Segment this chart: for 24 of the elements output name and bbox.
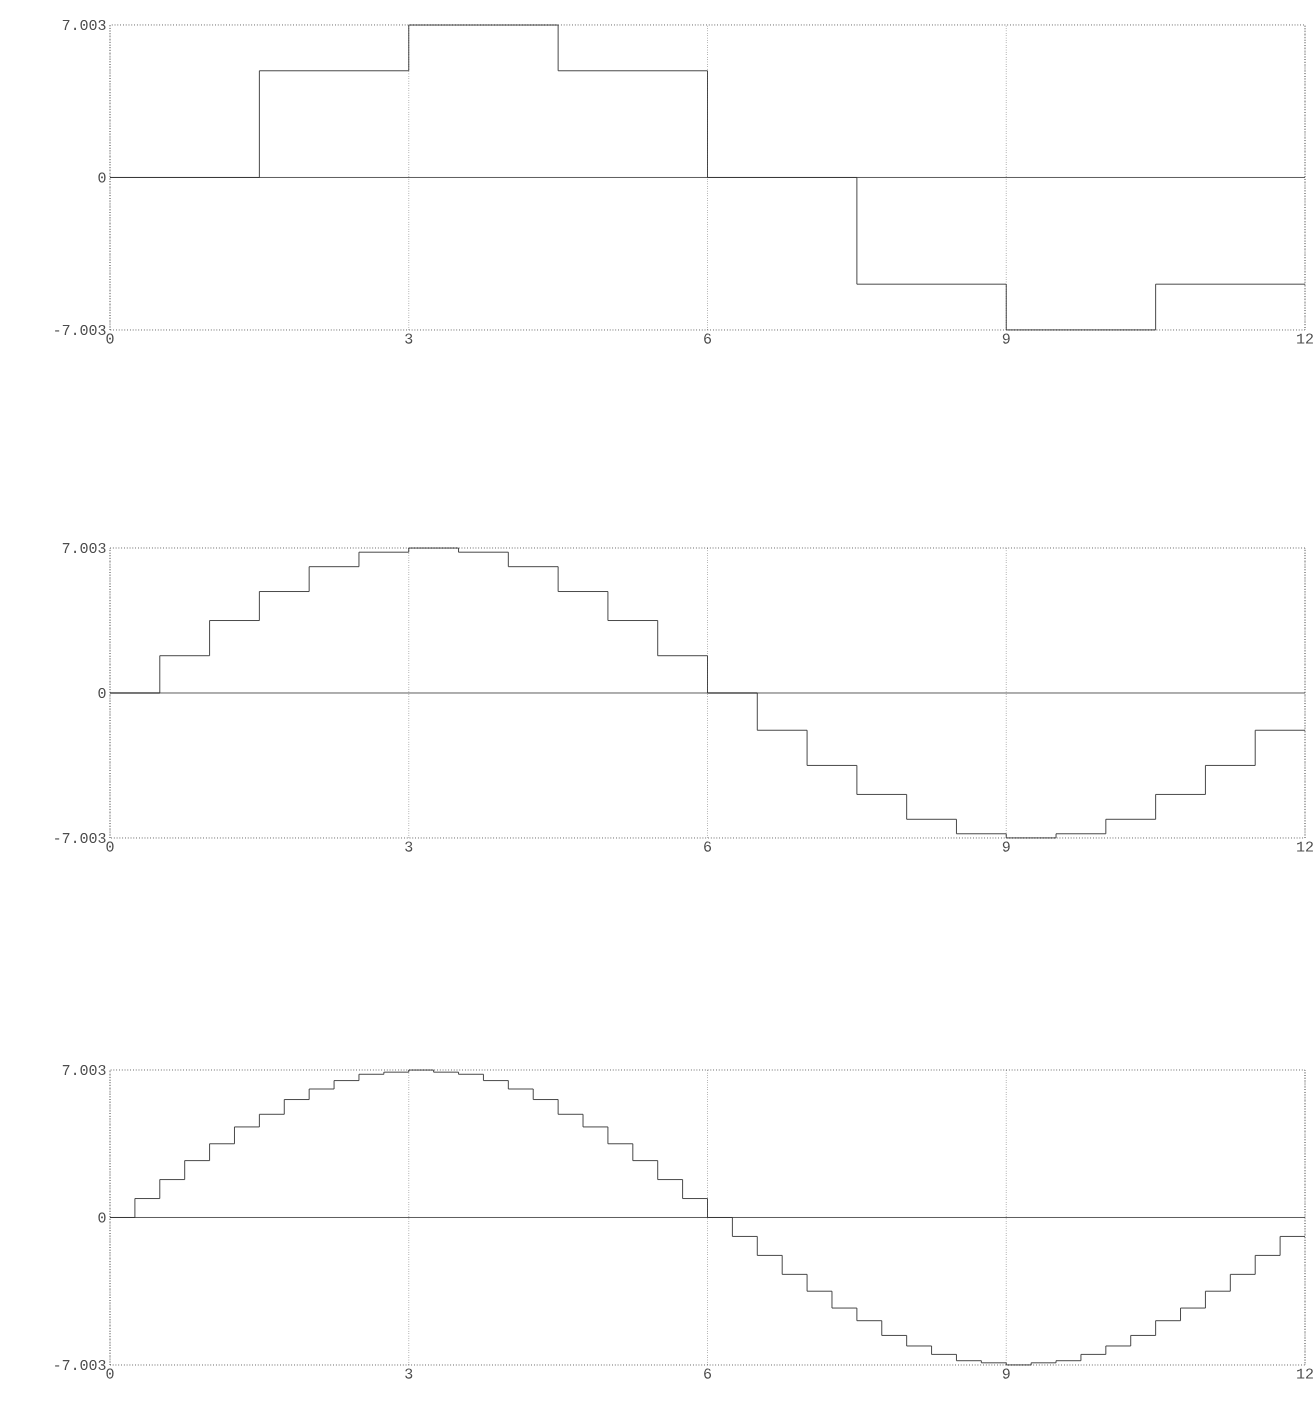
y-tick-label: 0 xyxy=(98,1212,106,1223)
y-tick-label: -7.003 xyxy=(55,324,106,336)
y-tick-label: 7.003 xyxy=(62,19,106,31)
y-tick-label: 0 xyxy=(98,172,106,183)
x-tick-label: 6 xyxy=(704,1368,712,1379)
y-tick-label: 0 xyxy=(98,687,106,699)
x-tick-label: 0 xyxy=(106,841,114,852)
x-tick-label: 12 xyxy=(1297,841,1313,852)
x-tick-label: 0 xyxy=(106,1368,114,1379)
x-tick-label: 9 xyxy=(1002,841,1010,852)
x-tick-label: 6 xyxy=(704,841,712,852)
x-tick-label: 12 xyxy=(1297,1368,1313,1379)
x-tick-label: 12 xyxy=(1297,333,1313,344)
y-tick-label: -7.003 xyxy=(55,832,106,844)
x-tick-label: 9 xyxy=(1002,1368,1010,1379)
y-tick-label: 7.003 xyxy=(62,542,106,554)
x-tick-label: 6 xyxy=(704,333,712,344)
x-tick-label: 3 xyxy=(405,333,413,344)
x-tick-label: 0 xyxy=(106,333,114,344)
x-tick-label: 3 xyxy=(405,1368,413,1379)
y-tick-label: 7.003 xyxy=(62,1064,106,1076)
y-tick-label: -7.003 xyxy=(55,1359,106,1371)
x-tick-label: 3 xyxy=(405,841,413,852)
x-tick-label: 9 xyxy=(1002,333,1010,344)
